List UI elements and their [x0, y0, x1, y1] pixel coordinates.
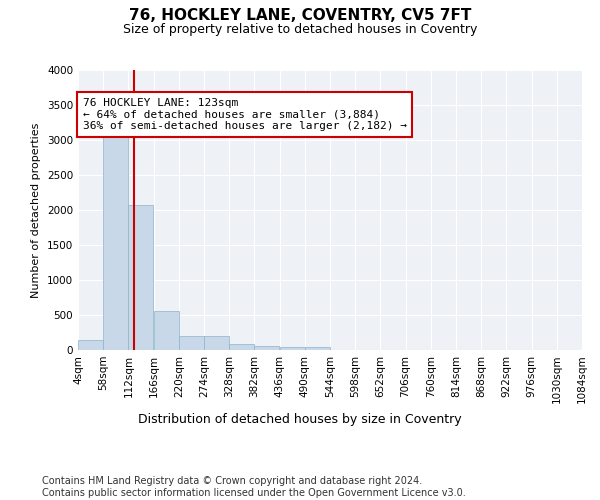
- Bar: [103, 135, 128, 350]
- Bar: [254, 346, 280, 350]
- Bar: [154, 311, 179, 350]
- Text: Distribution of detached houses by size in Coventry: Distribution of detached houses by size …: [138, 412, 462, 426]
- Text: Size of property relative to detached houses in Coventry: Size of property relative to detached ho…: [123, 22, 477, 36]
- Text: 76 HOCKLEY LANE: 123sqm
← 64% of detached houses are smaller (3,884)
36% of semi: 76 HOCKLEY LANE: 123sqm ← 64% of detache…: [83, 98, 407, 131]
- Text: Contains HM Land Registry data © Crown copyright and database right 2024.
Contai: Contains HM Land Registry data © Crown c…: [42, 476, 466, 498]
- Y-axis label: Number of detached properties: Number of detached properties: [31, 122, 41, 298]
- Bar: [128, 205, 154, 350]
- Bar: [280, 346, 305, 350]
- Bar: [78, 340, 103, 350]
- Text: 76, HOCKLEY LANE, COVENTRY, CV5 7FT: 76, HOCKLEY LANE, COVENTRY, CV5 7FT: [129, 8, 471, 22]
- Bar: [305, 346, 330, 350]
- Bar: [229, 344, 254, 350]
- Bar: [179, 336, 204, 350]
- Bar: [204, 336, 229, 350]
